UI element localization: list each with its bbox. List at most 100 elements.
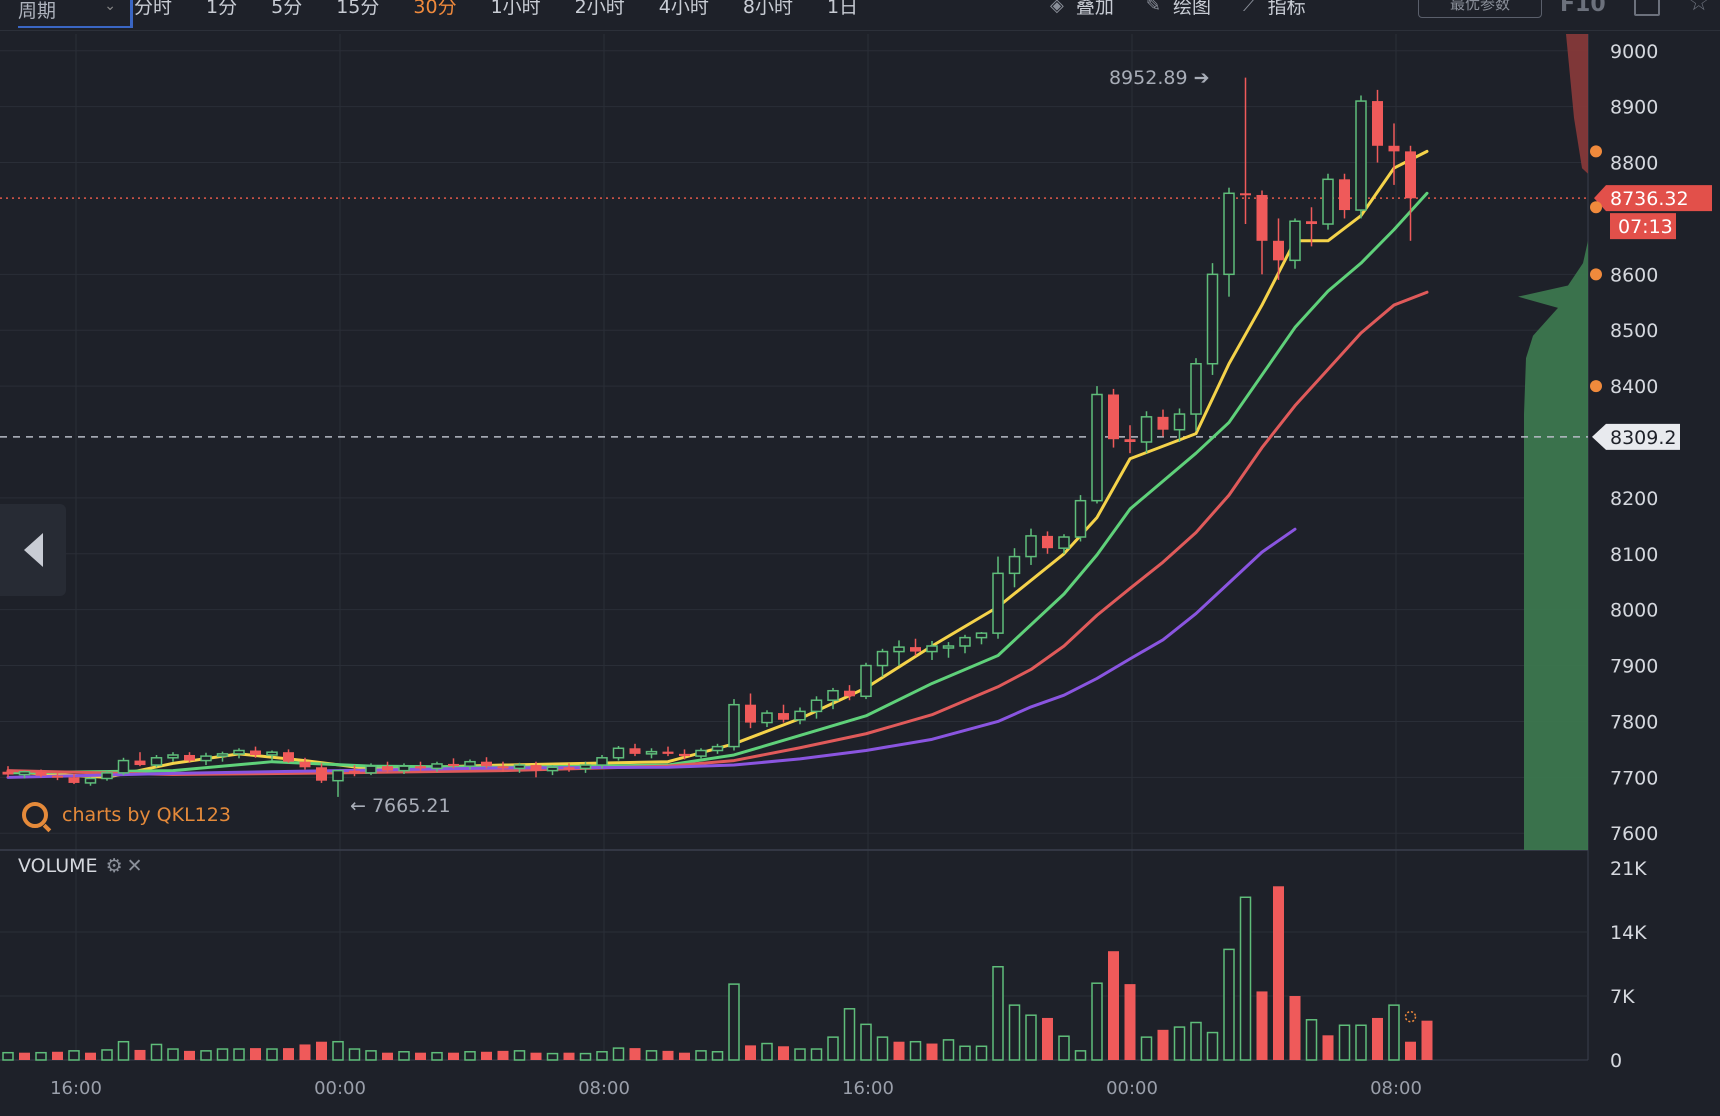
candle <box>563 763 575 772</box>
volume-bar <box>1338 1024 1351 1061</box>
volume-bar <box>662 1050 674 1060</box>
draw-label: 绘图 <box>1172 0 1211 18</box>
volume-bar <box>530 1052 542 1060</box>
y-tick-label: 7600 <box>1610 823 1658 845</box>
candle-body <box>530 765 542 771</box>
volume-bar <box>1008 1004 1021 1061</box>
candle-body <box>167 754 179 759</box>
tab-5m[interactable]: 5分 <box>271 0 303 18</box>
volume-bar <box>200 1050 212 1061</box>
volume-bar <box>1273 886 1284 1060</box>
volume-bar <box>546 1052 559 1061</box>
crosshair-tag-bg <box>1592 423 1680 450</box>
candle <box>68 773 80 785</box>
candle-body <box>1157 416 1169 430</box>
candle-body <box>35 771 47 776</box>
candle <box>316 763 327 783</box>
volume-bar <box>365 1050 377 1061</box>
volume-bar <box>85 1052 96 1060</box>
draw-button[interactable]: ✎ 绘图 <box>1146 0 1211 19</box>
candle-body <box>645 750 658 755</box>
candle <box>52 772 63 781</box>
tab-4h[interactable]: 4小时 <box>658 0 709 18</box>
volume-bar <box>1421 1020 1433 1060</box>
candle <box>84 777 97 786</box>
volume-bar <box>299 1044 311 1060</box>
candle-body <box>299 761 311 768</box>
overlay-button[interactable]: ◈ 叠加 <box>1050 0 1114 19</box>
volume-profile-green <box>1518 240 1588 850</box>
indicator-button[interactable]: ⟋ 指标 <box>1243 0 1306 19</box>
volume-bar <box>942 1039 955 1061</box>
tab-1m[interactable]: 1分 <box>206 0 238 18</box>
tab-1h[interactable]: 1小时 <box>490 0 541 18</box>
x-tick-label: 16:00 <box>842 1078 894 1099</box>
gear-icon[interactable]: ⚙ <box>105 855 123 877</box>
volume-bar <box>827 1036 839 1061</box>
tab-timeshare[interactable]: 分时 <box>134 0 173 18</box>
crosshair-line <box>0 197 1588 438</box>
candle <box>283 749 294 763</box>
volume-bar <box>167 1048 179 1061</box>
tab-8h[interactable]: 8小时 <box>742 0 793 18</box>
candle-body <box>1339 179 1350 211</box>
candle-body <box>942 645 955 649</box>
candle <box>794 707 806 725</box>
candle <box>546 765 559 776</box>
optimal-params-button[interactable]: 最优参数 <box>1418 0 1542 18</box>
tab-1d[interactable]: 1日 <box>826 0 859 18</box>
watermark: charts by QKL123 <box>22 802 231 828</box>
candle-body <box>332 769 344 782</box>
candle-body <box>250 750 261 755</box>
candle-body <box>1008 555 1021 575</box>
volume-tick-label: 21K <box>1610 858 1647 880</box>
volume-bar <box>464 1051 476 1061</box>
fullscreen-icon[interactable] <box>1634 0 1660 16</box>
candle-body <box>1223 192 1235 276</box>
candle-body <box>860 664 872 698</box>
volume-bar <box>1372 1017 1383 1060</box>
scroll-left-button[interactable] <box>0 504 66 596</box>
volume-bar <box>1025 1014 1037 1061</box>
period-select[interactable]: 周期 ⌄ <box>18 0 130 28</box>
candle-body <box>711 745 724 752</box>
volume-bar <box>1091 982 1103 1061</box>
star-icon[interactable]: ☆ <box>1688 0 1710 16</box>
candle <box>431 761 443 772</box>
candle <box>1124 425 1136 454</box>
candle-body <box>216 753 229 757</box>
close-icon[interactable]: ✕ <box>126 855 143 877</box>
countdown-label: 07:13 <box>1618 216 1673 238</box>
volume-bar <box>1289 996 1301 1060</box>
last-price-tag: 8736.32 07:13 <box>1594 185 1712 240</box>
volume-bars <box>2 886 1433 1061</box>
candle-body <box>398 765 410 772</box>
volume-panel-header: VOLUME ⚙ ✕ <box>18 855 143 877</box>
candle <box>382 761 393 773</box>
candle-body <box>1289 220 1301 262</box>
x-tick-label: 08:00 <box>578 1078 630 1099</box>
period-divider <box>130 0 133 28</box>
volume-bar <box>629 1048 641 1060</box>
candle-body <box>662 751 674 754</box>
axes: 9000 8900 8800 8600 8500 8400 8200 8100 8000 7900… <box>50 41 1658 1099</box>
y-tick-label: 7900 <box>1610 656 1658 678</box>
tab-2h[interactable]: 2小时 <box>574 0 625 18</box>
tab-15m[interactable]: 15分 <box>336 0 380 18</box>
candle <box>365 763 377 776</box>
candle-body <box>1108 394 1119 440</box>
volume-bar <box>810 1048 823 1061</box>
tab-30m[interactable]: 30分 <box>413 0 457 18</box>
volume-bar <box>216 1048 229 1061</box>
f10-button[interactable]: F10 <box>1560 0 1606 17</box>
tool-group: ◈ 叠加 ✎ 绘图 ⟋ 指标 <box>1050 0 1338 19</box>
candle <box>1157 409 1169 437</box>
candle-body <box>975 632 988 639</box>
candle <box>761 710 773 728</box>
volume-bar <box>612 1047 625 1061</box>
volume-bar <box>728 983 740 1061</box>
candle <box>579 761 592 773</box>
indicator-label: 指标 <box>1267 0 1306 18</box>
candle-body <box>1042 535 1053 549</box>
